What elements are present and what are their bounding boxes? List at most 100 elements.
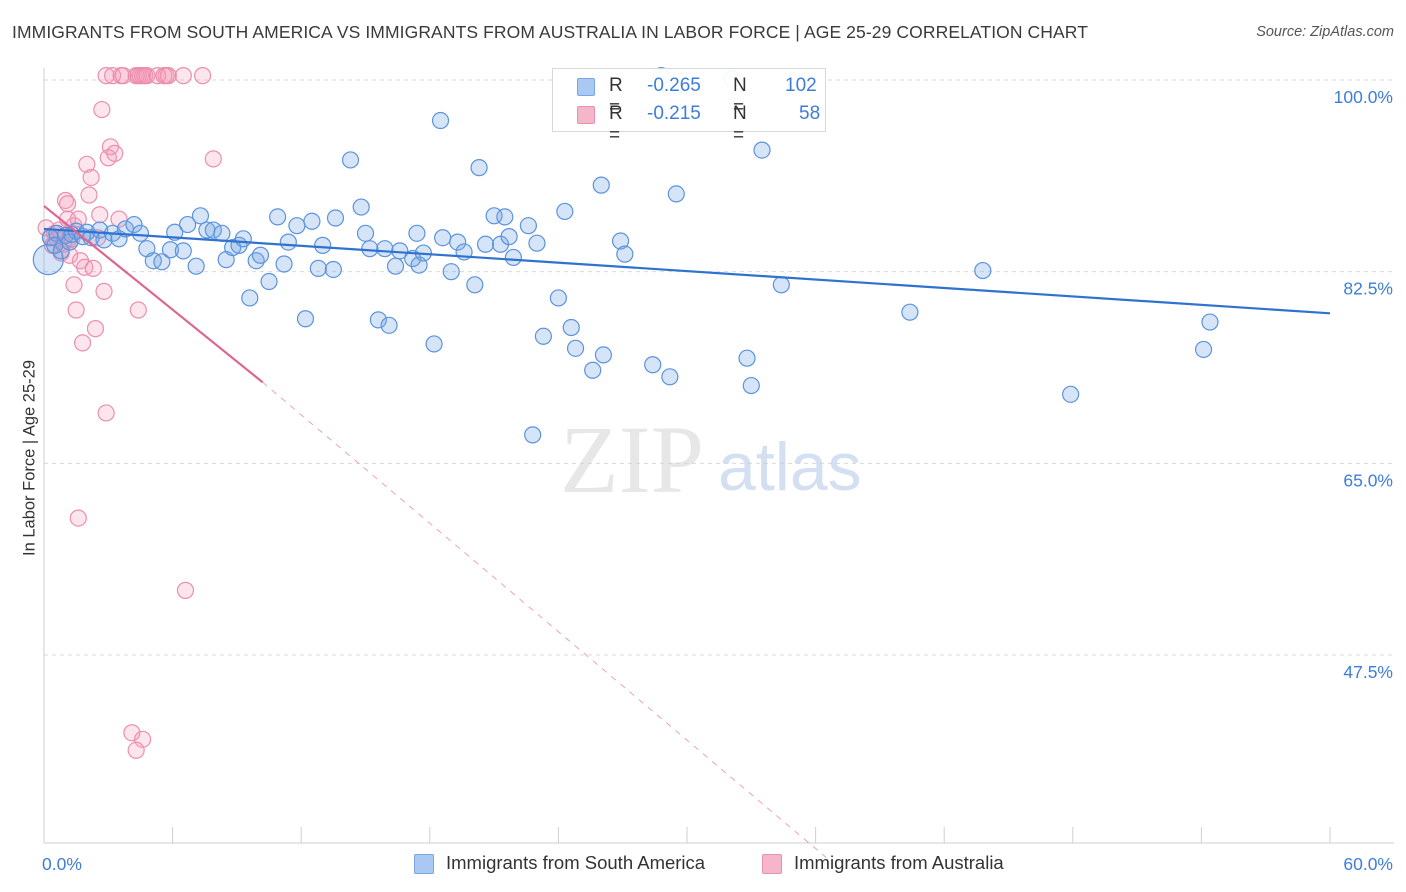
australia-point xyxy=(65,276,83,294)
south-america-point xyxy=(324,260,342,279)
south-america-point xyxy=(528,234,546,252)
legend-swatch-blue xyxy=(577,78,595,96)
australia-trend-line xyxy=(43,205,264,384)
australia-point xyxy=(69,509,87,527)
south-america-point xyxy=(496,208,514,226)
south-america-point xyxy=(213,224,231,242)
south-america-point xyxy=(425,335,443,353)
australia-point xyxy=(61,246,79,264)
south-america-point xyxy=(352,198,370,216)
gridlines xyxy=(44,79,1394,656)
australia-point xyxy=(106,144,124,162)
south-america-point xyxy=(326,209,345,227)
legend-r-label: R = xyxy=(609,103,623,146)
source-label: Source: ZipAtlas.com xyxy=(1256,24,1394,40)
australia-point xyxy=(114,67,132,85)
australia-points xyxy=(37,67,222,759)
australia-point xyxy=(123,724,141,742)
south-america-point xyxy=(369,311,387,329)
south-america-point xyxy=(1201,313,1219,331)
australia-point xyxy=(82,168,100,187)
south-america-point xyxy=(431,111,450,130)
south-america-point xyxy=(125,215,143,234)
australia-point xyxy=(93,100,111,119)
australia-point xyxy=(37,219,55,237)
watermark-zip: ZIP xyxy=(560,406,704,513)
australia-point xyxy=(86,320,105,338)
x-tick-label: 60.0% xyxy=(1343,854,1393,874)
south-america-point xyxy=(187,257,205,275)
legend-n-value: 102 xyxy=(785,75,817,96)
south-america-point xyxy=(144,252,162,270)
south-america-point xyxy=(667,185,685,203)
legend-r-label: R = xyxy=(609,75,623,118)
south-america-point xyxy=(592,176,610,194)
south-america-point xyxy=(519,217,537,235)
south-america-point xyxy=(386,257,405,275)
south-america-point xyxy=(1194,340,1213,359)
australia-point xyxy=(78,155,96,173)
south-america-point xyxy=(269,208,287,226)
south-america-point xyxy=(91,221,109,239)
south-america-point xyxy=(466,276,484,294)
y-tick-label: 47.5% xyxy=(1343,662,1393,682)
chart-title: IMMIGRANTS FROM SOUTH AMERICA VS IMMIGRA… xyxy=(12,22,1089,42)
y-tick-label: 65.0% xyxy=(1343,470,1393,490)
south-america-point xyxy=(251,246,270,264)
south-america-point xyxy=(974,261,992,280)
watermark-atlas: atlas xyxy=(718,429,862,505)
south-america-point xyxy=(32,244,64,276)
south-america-point xyxy=(500,228,518,246)
south-america-point xyxy=(408,224,426,242)
south-america-point xyxy=(449,233,467,251)
south-america-point xyxy=(241,289,259,307)
y-axis-label: In Labor Force | Age 25-29 xyxy=(20,360,39,556)
south-america-point xyxy=(772,276,790,294)
south-america-point xyxy=(303,212,321,230)
bottom-legend-label: Immigrants from South America xyxy=(446,852,706,873)
tick-labels: 47.5% 65.0% 82.5% 100.0% 0.0% 60.0% xyxy=(42,87,1393,874)
australia-point xyxy=(176,581,195,599)
south-america-point xyxy=(204,221,222,239)
south-america-point xyxy=(314,236,332,254)
australia-point xyxy=(97,67,115,85)
south-america-point xyxy=(549,289,568,307)
south-america-point xyxy=(341,151,360,169)
axes xyxy=(43,68,1394,844)
south-america-point xyxy=(611,232,630,250)
south-america-point xyxy=(46,236,64,254)
watermark: ZIP atlas xyxy=(560,406,862,513)
australia-point xyxy=(67,301,85,319)
south-america-point xyxy=(361,240,379,258)
south-america-point xyxy=(562,318,580,337)
australia-point xyxy=(127,741,145,759)
south-america-point xyxy=(566,339,585,357)
australia-point xyxy=(91,206,109,224)
south-america-point xyxy=(584,361,602,379)
south-america-point xyxy=(524,426,542,444)
south-america-point xyxy=(234,230,252,248)
south-america-point xyxy=(260,272,278,291)
y-tick-label: 82.5% xyxy=(1343,279,1393,299)
south-america-point xyxy=(174,242,192,260)
australia-point xyxy=(159,67,177,85)
bottom-legend-swatch-blue xyxy=(414,854,434,874)
y-tick-label: 100.0% xyxy=(1334,87,1393,107)
south-america-point xyxy=(504,248,522,267)
south-america-point xyxy=(594,346,613,364)
south-america-point xyxy=(131,224,150,242)
south-america-point xyxy=(616,245,634,263)
south-america-point xyxy=(753,141,771,159)
legend-n-label: N = xyxy=(733,103,747,146)
south-america-point xyxy=(470,159,488,177)
legend-r-value: -0.215 xyxy=(647,103,701,124)
bottom-legend-label: Immigrants from Australia xyxy=(794,852,1004,873)
australia-trend-extension xyxy=(262,381,827,859)
australia-point xyxy=(133,730,152,748)
south-america-point xyxy=(1062,385,1080,403)
south-america-point xyxy=(275,255,293,273)
south-america-point xyxy=(153,253,171,271)
australia-point xyxy=(84,259,102,277)
australia-point xyxy=(76,258,94,276)
south-america-point xyxy=(534,327,552,345)
